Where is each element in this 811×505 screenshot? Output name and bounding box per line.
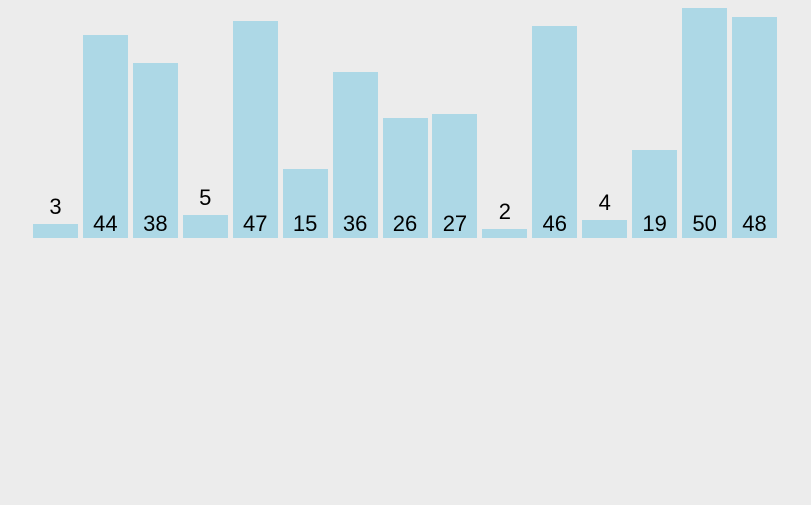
bar-value-label: 4 [598,189,611,215]
bar [182,214,228,238]
bar [132,62,178,238]
bar [732,16,778,238]
bar-value-label: 47 [242,211,268,236]
bar-value-label: 26 [392,211,418,236]
bar-value-label: 50 [692,211,717,236]
bar [532,25,578,238]
bar [432,113,478,238]
bar-value-label: 2 [498,198,511,224]
bar [582,219,628,238]
bar-value-label: 3 [49,194,62,220]
bar-chart: 3 44 38 5 47 15 36 26 27 2 46 4 19 50 48 [0,0,811,238]
bar-value-label: 36 [342,211,368,236]
bar [82,35,128,238]
bar-value-label: 46 [542,211,568,236]
bar-value-label: 44 [93,211,118,236]
bar [382,118,428,238]
bar [632,150,678,238]
bar [332,72,378,238]
bar-value-label: 27 [442,211,468,236]
bar [282,168,328,238]
bar-value-label: 15 [292,211,318,236]
bar [482,228,528,238]
bar [33,224,78,238]
bar-value-label: 19 [642,211,667,236]
bar-value-label: 48 [742,211,767,236]
bar-value-label: 5 [199,184,212,210]
bar [682,7,728,238]
bar [232,21,278,238]
bar-value-label: 38 [143,211,168,236]
